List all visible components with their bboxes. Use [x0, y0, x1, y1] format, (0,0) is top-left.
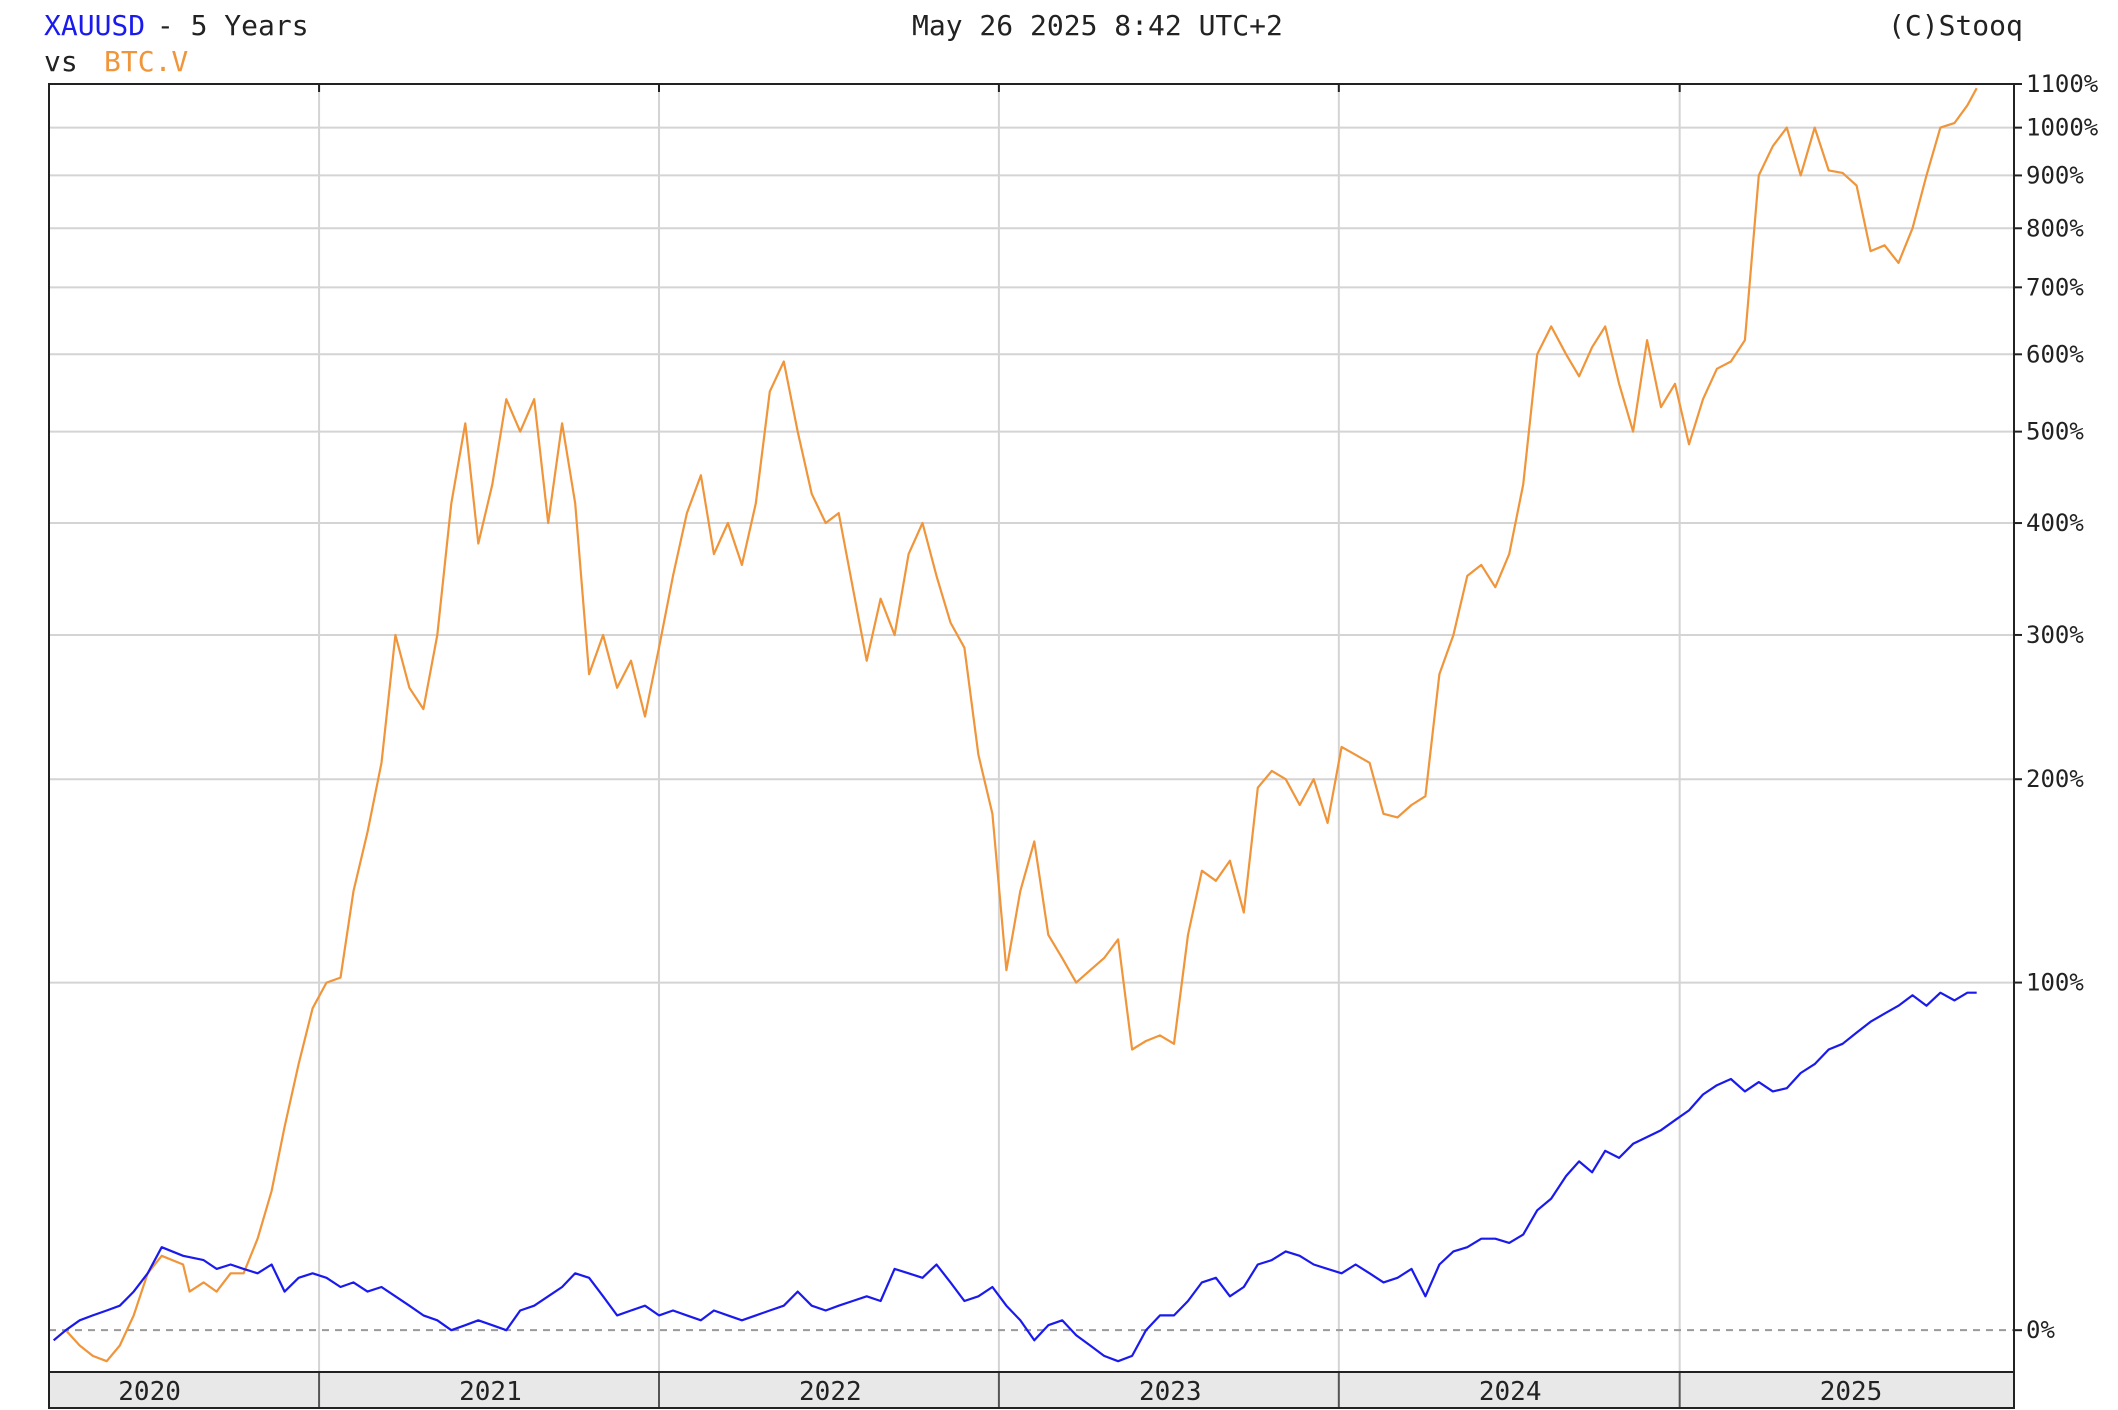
- x-tick-label: 2020: [118, 1377, 181, 1407]
- x-tick-label: 2025: [1820, 1377, 1883, 1407]
- x-tick-label: 2024: [1479, 1377, 1542, 1407]
- plot-frame: [48, 83, 2015, 1409]
- x-tick-label: 2022: [799, 1377, 862, 1407]
- y-tick-label: 300%: [2026, 621, 2084, 649]
- y-tick-label: 700%: [2026, 273, 2084, 301]
- y-tick-label: 800%: [2026, 214, 2084, 242]
- x-tick-label: 2021: [459, 1377, 522, 1407]
- symbol-label: XAUUSD: [44, 9, 146, 42]
- y-tick-label: 500%: [2026, 418, 2084, 446]
- y-tick-label: 0%: [2026, 1316, 2055, 1344]
- series-line-xauusd: [52, 991, 1977, 1363]
- y-tick-label: 1100%: [2026, 70, 2099, 98]
- period-label: - 5 Years: [140, 9, 309, 42]
- x-tick-label: 2023: [1139, 1377, 1202, 1407]
- y-tick-label: 1000%: [2026, 114, 2099, 142]
- series-line-btc-v: [52, 87, 1978, 1363]
- plot-area: [49, 84, 2014, 1372]
- x-axis-band: [49, 1372, 2014, 1408]
- copyright-label: (C)Stooq: [1888, 9, 2023, 42]
- timestamp-label: May 26 2025 8:42 UTC+2: [912, 9, 1283, 42]
- y-tick-label: 400%: [2026, 509, 2084, 537]
- compare-symbol-label: BTC.V: [104, 45, 189, 78]
- y-tick-label: 100%: [2026, 969, 2084, 997]
- y-tick-label: 900%: [2026, 161, 2084, 189]
- y-tick-label: 200%: [2026, 765, 2084, 793]
- y-tick-label: 600%: [2026, 340, 2084, 368]
- vs-label: vs: [44, 45, 78, 78]
